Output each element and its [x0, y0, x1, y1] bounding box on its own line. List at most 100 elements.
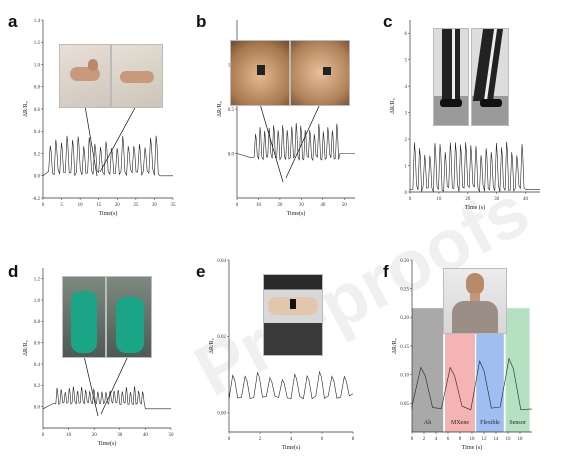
y-tick-label-d-6: 1.2 — [34, 277, 41, 282]
x-tick-label-d-3: 30 — [117, 433, 123, 438]
glove-hand-open-photo — [62, 276, 106, 358]
x-axis-label-f: Time (s) — [462, 444, 482, 451]
y-tick-label-c-0: 0 — [405, 191, 408, 196]
y-tick-label-f-0: 0.05 — [400, 402, 409, 407]
pointer-arrow-0 — [84, 105, 98, 177]
y-tick-label-f-1: 0.10 — [400, 373, 409, 378]
y-tick-label-a-5: 0.8 — [34, 86, 41, 91]
x-tick-label-e-4: 8 — [352, 437, 355, 442]
y-tick-label-a-1: 0.0 — [34, 175, 41, 180]
x-tick-label-d-4: 40 — [143, 433, 149, 438]
y-tick-label-c-2: 2 — [405, 138, 408, 143]
x-axis-label-c: Time (s) — [465, 204, 485, 211]
throat-photo — [443, 268, 507, 334]
y-tick-label-a-3: 0.4 — [34, 130, 41, 135]
x-tick-label-d-5: 50 — [169, 433, 175, 438]
series-line-d — [42, 386, 171, 410]
y-tick-label-a-4: 0.6 — [34, 108, 41, 113]
y-tick-label-f-3: 0.20 — [400, 316, 409, 321]
x-axis-label-b: Time(s) — [287, 210, 306, 217]
y-tick-label-e-2: 0.04 — [217, 259, 226, 264]
x-tick-label-c-3: 30 — [494, 197, 500, 202]
region-label-1: MXene — [451, 420, 469, 426]
x-tick-label-d-2: 20 — [92, 433, 98, 438]
y-tick-label-e-0: 0.00 — [217, 412, 226, 417]
series-line-b — [236, 122, 355, 162]
y-axis-label-c: ΔR/R₀ — [390, 98, 396, 114]
x-tick-label-a-1: 5 — [60, 203, 63, 208]
x-tick-label-e-1: 2 — [259, 437, 262, 442]
y-tick-label-a-6: 1.0 — [34, 63, 41, 68]
x-tick-label-a-5: 25 — [133, 203, 139, 208]
panel-label-f: f — [383, 262, 389, 281]
straight-finger-photo — [111, 44, 163, 108]
panel-label-c: c — [383, 12, 393, 31]
y-tick-label-a-2: 0.2 — [34, 152, 41, 157]
y-tick-label-b-1: 0.5 — [228, 108, 235, 113]
x-tick-label-d-1: 10 — [66, 433, 72, 438]
x-tick-label-f-7: 14 — [494, 437, 500, 442]
wrist-pulse-photo — [263, 274, 323, 356]
x-tick-label-f-8: 16 — [506, 437, 512, 442]
y-tick-label-d-1: 0.2 — [34, 384, 41, 389]
glove-hand-closed-photo — [106, 276, 152, 358]
panel-label-b: b — [196, 12, 207, 31]
y-tick-label-f-4: 0.25 — [400, 287, 409, 292]
y-tick-label-c-4: 4 — [405, 85, 408, 90]
region-label-2: Flexible — [480, 420, 500, 426]
x-tick-label-b-0: 0 — [236, 203, 239, 208]
x-tick-label-c-2: 20 — [465, 197, 471, 202]
y-tick-label-d-2: 0.4 — [34, 363, 41, 368]
y-tick-label-c-5: 5 — [405, 58, 408, 63]
pointer-arrow-3 — [285, 103, 321, 179]
x-tick-label-f-2: 4 — [435, 437, 438, 442]
x-tick-label-a-7: 35 — [171, 203, 177, 208]
x-tick-label-b-3: 30 — [299, 203, 305, 208]
y-axis-label-b: ΔR/R₀ — [217, 101, 223, 117]
region-3 — [505, 308, 530, 432]
x-tick-label-f-6: 12 — [482, 437, 488, 442]
y-tick-label-e-1: 0.02 — [217, 335, 226, 340]
pointer-arrow-5 — [100, 355, 129, 415]
y-tick-label-d-5: 1.0 — [34, 299, 41, 304]
y-axis-label-f: ΔR/R₀ — [392, 338, 398, 354]
series-line-c — [410, 141, 540, 193]
x-tick-label-f-4: 8 — [459, 437, 462, 442]
y-tick-label-d-0: 0.0 — [34, 405, 41, 410]
y-axis-label-d: ΔR/R₀ — [23, 340, 29, 356]
x-tick-label-a-0: 0 — [42, 203, 45, 208]
x-tick-label-b-1: 10 — [256, 203, 262, 208]
x-axis-label-e: Time(s) — [282, 444, 301, 451]
x-tick-label-a-6: 30 — [152, 203, 158, 208]
series-line-f — [411, 357, 532, 411]
x-tick-label-f-5: 10 — [470, 437, 476, 442]
x-tick-label-f-0: 0 — [411, 437, 414, 442]
region-label-0: Ah — [424, 420, 431, 426]
y-tick-label-a-7: 1.2 — [34, 41, 41, 46]
knee-straight-photo — [433, 28, 469, 126]
pointer-arrow-4 — [83, 355, 99, 417]
y-tick-label-f-5: 0.30 — [400, 259, 409, 264]
elbow-straight-photo — [290, 40, 350, 106]
y-tick-label-d-4: 0.8 — [34, 320, 41, 325]
y-tick-label-c-6: 6 — [405, 32, 408, 37]
x-tick-label-f-3: 6 — [447, 437, 450, 442]
x-tick-label-a-4: 20 — [115, 203, 121, 208]
x-tick-label-f-1: 2 — [423, 437, 426, 442]
x-tick-label-e-3: 6 — [321, 437, 324, 442]
x-tick-label-b-2: 20 — [277, 203, 283, 208]
pointer-arrow-1 — [99, 105, 137, 173]
x-tick-label-e-0: 0 — [228, 437, 231, 442]
panel-label-d: d — [8, 262, 19, 281]
bent-finger-photo — [59, 44, 111, 108]
x-tick-label-d-0: 0 — [42, 433, 45, 438]
elbow-bent-photo — [230, 40, 290, 106]
y-tick-label-d-3: 0.6 — [34, 341, 41, 346]
panel-label-a: a — [8, 12, 18, 31]
x-tick-label-f-9: 18 — [518, 437, 524, 442]
x-tick-label-e-2: 4 — [290, 437, 293, 442]
